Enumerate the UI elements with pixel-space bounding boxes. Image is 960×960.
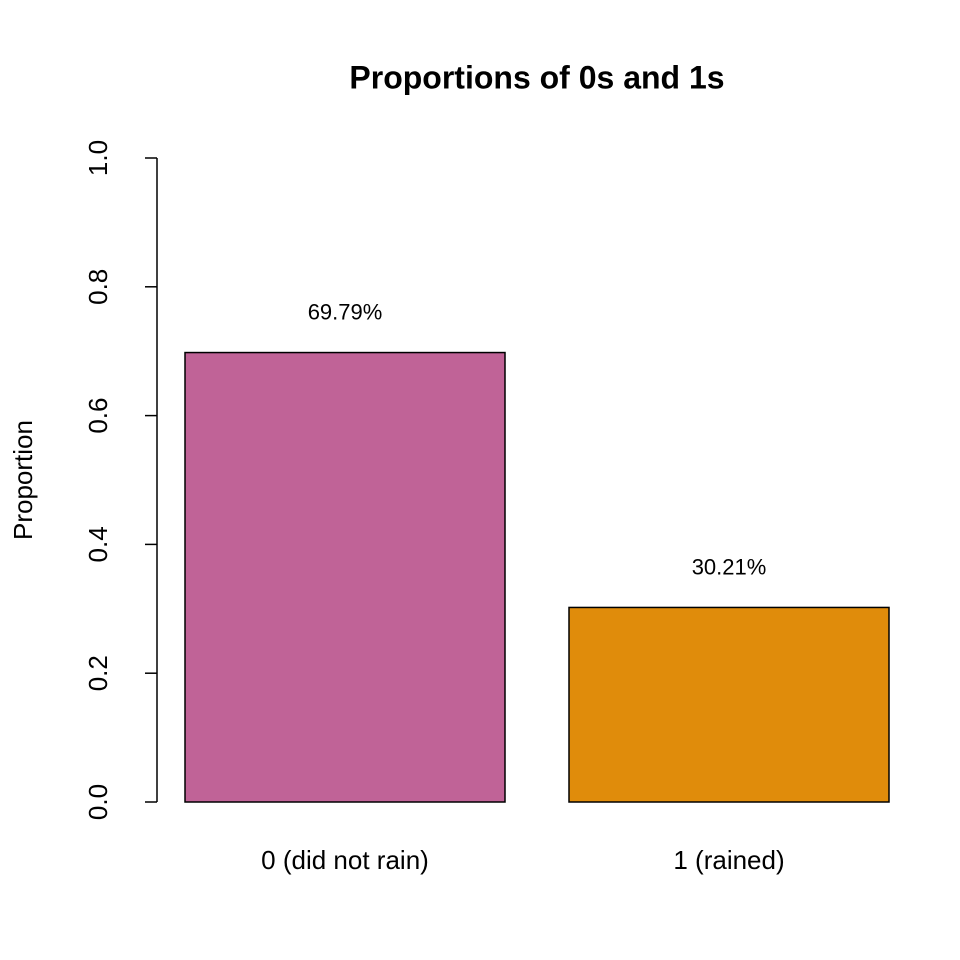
value-label: 69.79% bbox=[308, 299, 383, 324]
y-tick-label: 0.2 bbox=[83, 655, 113, 691]
y-tick-label: 1.0 bbox=[83, 140, 113, 176]
y-tick-label: 0.4 bbox=[83, 526, 113, 562]
x-tick-label: 0 (did not rain) bbox=[261, 845, 429, 875]
y-tick-label: 0.6 bbox=[83, 398, 113, 434]
bar bbox=[184, 351, 506, 803]
y-tick-label: 0.8 bbox=[83, 269, 113, 305]
y-tick-label: 0.0 bbox=[83, 784, 113, 820]
chart-title: Proportions of 0s and 1s bbox=[349, 59, 724, 95]
bar bbox=[568, 606, 890, 803]
x-tick-label: 1 (rained) bbox=[673, 845, 784, 875]
y-axis-label: Proportion bbox=[8, 420, 38, 540]
value-label: 30.21% bbox=[692, 554, 767, 579]
